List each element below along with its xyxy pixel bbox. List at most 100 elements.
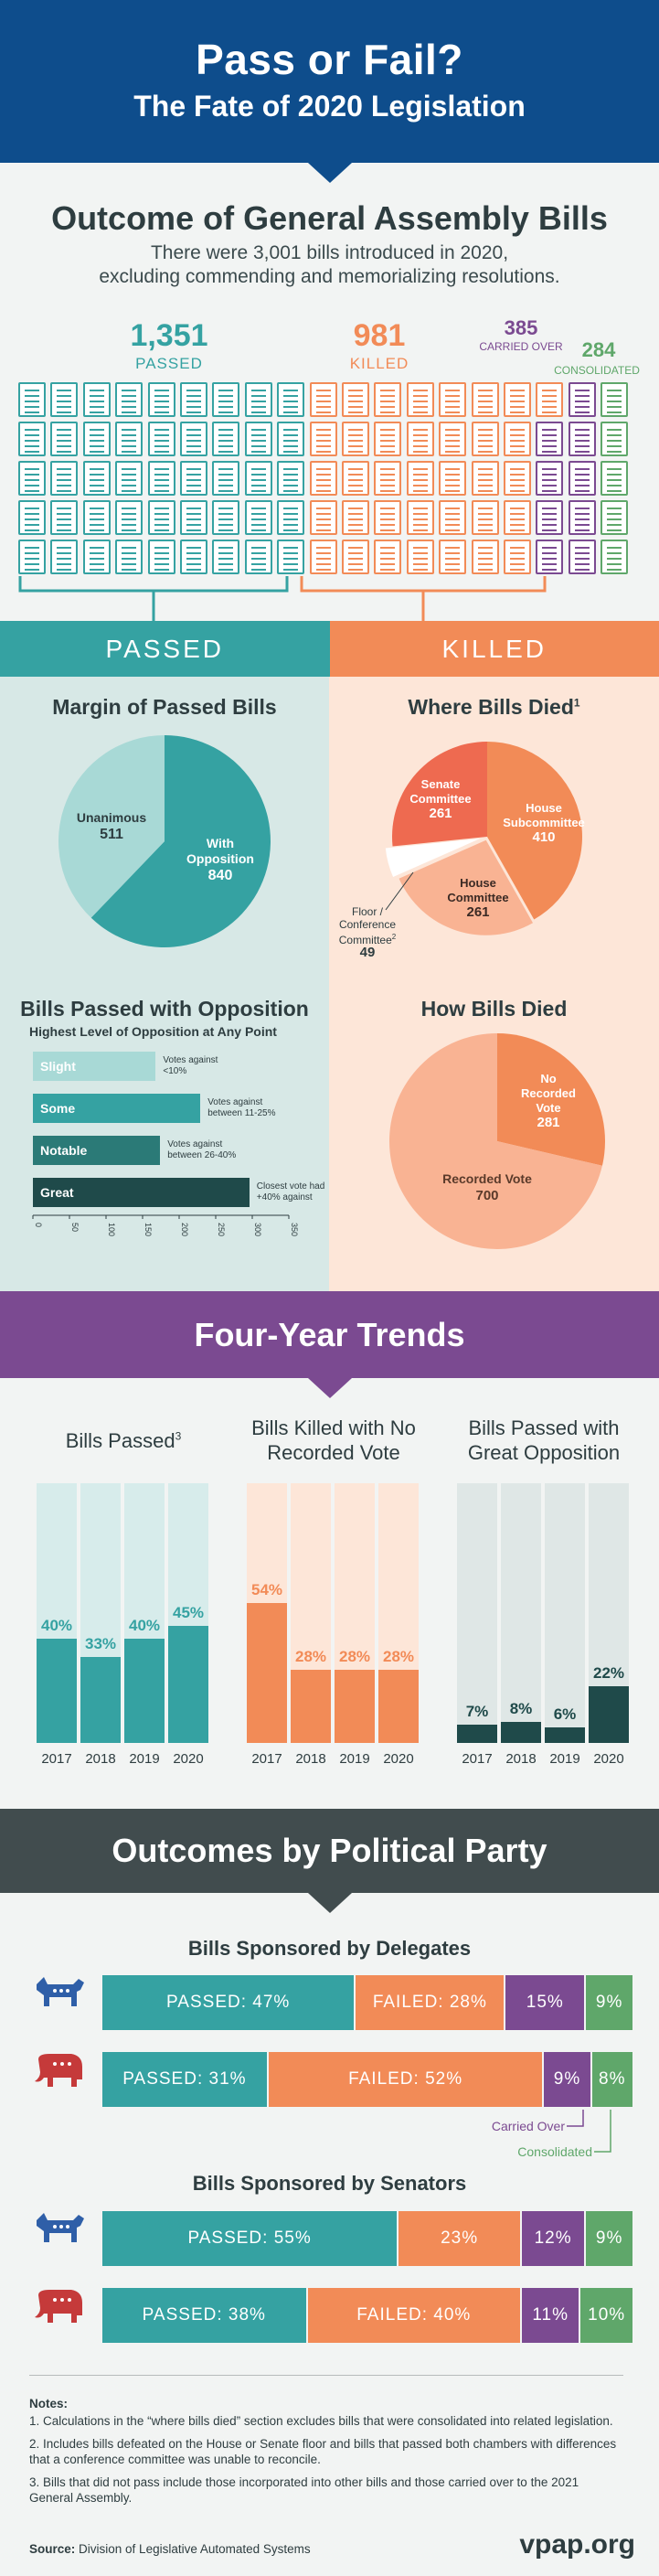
- bill-document-icon: [82, 422, 111, 456]
- trend-great-bar-2017: [457, 1725, 497, 1743]
- page-subtitle: The Fate of 2020 Legislation: [133, 90, 526, 123]
- trend-novote-year-label: 2019: [339, 1751, 370, 1767]
- trend-novote-bar-2017: [247, 1602, 287, 1743]
- bill-document-icon: [277, 500, 305, 535]
- trend-novote-title-l2: Recorded Vote: [267, 1441, 400, 1464]
- trend-passed-column-2017: 40%: [37, 1483, 77, 1743]
- bill-document-icon: [568, 540, 596, 574]
- trend-great-title: Bills Passed with Great Opposition: [439, 1416, 649, 1465]
- died-senate-label: Senate Committee 261: [409, 777, 473, 821]
- margin-unanimous-label: Unanimous: [76, 810, 147, 825]
- passed-bracket: [18, 576, 289, 622]
- bill-document-icon: [471, 382, 499, 417]
- bill-document-icon: [244, 500, 272, 535]
- bill-document-icon: [18, 382, 46, 417]
- bill-document-icon: [244, 540, 272, 574]
- trend-passed-column-2020: 45%: [168, 1483, 208, 1743]
- party-leader-lines: [567, 2110, 611, 2153]
- bill-document-icon: [536, 461, 564, 496]
- bill-document-icon: [309, 500, 337, 535]
- trend-novote-column-2019: 28%: [335, 1483, 375, 1743]
- trend-great-column-2017: 7%: [457, 1483, 497, 1743]
- bill-document-icon: [18, 422, 46, 456]
- passed-count: 1,351: [130, 318, 208, 353]
- header: Pass or Fail? The Fate of 2020 Legislati…: [0, 0, 659, 183]
- party-bar-delegates-democrat: PASSED: 47% FAILED: 28% 15% 9%: [102, 1975, 632, 2030]
- trend-passed-column-2018: 33%: [80, 1483, 121, 1743]
- bill-document-icon: [374, 382, 402, 417]
- margin-opposition-label-1: With: [206, 836, 235, 850]
- trend-passed-value-label: 45%: [172, 1604, 205, 1622]
- died-housecom-l1: House: [460, 876, 496, 890]
- party-bar-senators-democrat: PASSED: 55% 23% 12% 9%: [102, 2211, 632, 2266]
- bill-document-icon: [471, 422, 499, 456]
- how-title: How Bills Died: [420, 997, 568, 1021]
- note-3: 3. Bills that did not pass include those…: [29, 2475, 579, 2505]
- party-segment-consolidated: 9%: [584, 2211, 632, 2266]
- page-title: Pass or Fail?: [196, 36, 463, 83]
- bill-document-icon: [18, 500, 46, 535]
- bill-document-icon: [147, 461, 175, 496]
- trend-novote-bar-2018: [291, 1670, 331, 1743]
- died-title-text: Where Bills Died: [408, 695, 574, 719]
- died-pie-chart: [385, 742, 582, 935]
- opposition-bar-note: Votes against <10%: [163, 1055, 218, 1076]
- opposition-bar-some: Some: [33, 1094, 201, 1123]
- died-senate-l1: Senate: [420, 777, 461, 791]
- trend-great-bar-2019: [545, 1726, 585, 1743]
- opposition-axis-tick-label: 300: [253, 1223, 262, 1236]
- carried-count: 385: [504, 316, 538, 339]
- passed-count-label: PASSED: [135, 355, 203, 372]
- bill-document-icon: [50, 382, 79, 417]
- bill-document-icon: [471, 540, 499, 574]
- how-norec-label: No Recorded Vote 281: [512, 1072, 585, 1130]
- trend-passed-value-label: 33%: [84, 1635, 117, 1653]
- party-segment-carried-over: 12%: [519, 2211, 585, 2266]
- bill-document-icon: [568, 422, 596, 456]
- killed-count: 981: [353, 318, 406, 353]
- note-1: 1. Calculations in the “where bills died…: [29, 2414, 613, 2428]
- died-housesub-l1: House: [526, 801, 562, 815]
- bill-document-icon: [309, 382, 337, 417]
- bill-document-icon: [568, 500, 596, 535]
- bill-document-icon: [601, 500, 629, 535]
- party-segment-passed: PASSED: 55%: [102, 2211, 398, 2266]
- party-segment-passed: PASSED: 31%: [102, 2052, 267, 2107]
- killed-bracket: [300, 576, 547, 622]
- bill-document-icon: [18, 461, 46, 496]
- killed-count-label: KILLED: [349, 355, 409, 372]
- opposition-axis-tick-label: 250: [217, 1223, 226, 1236]
- bill-document-icon: [115, 500, 143, 535]
- bill-document-icon: [504, 540, 531, 574]
- bill-document-icon: [180, 461, 207, 496]
- died-floor-l3: Committee: [338, 934, 392, 946]
- trend-novote-column-2020: 28%: [378, 1483, 419, 1743]
- bill-document-icon: [82, 540, 111, 574]
- opposition-axis-tick-label: 150: [143, 1223, 153, 1236]
- trend-great-year-label: 2019: [549, 1751, 580, 1767]
- brand-link[interactable]: vpap.org: [519, 2529, 635, 2560]
- republican-elephant-icon-senate: [35, 2290, 82, 2323]
- how-norec-l3: Vote: [536, 1101, 561, 1115]
- bill-document-icon: [342, 461, 369, 496]
- bill-document-icon: [374, 500, 402, 535]
- opposition-bar-notable: Notable: [33, 1136, 161, 1165]
- bill-document-icon: [536, 422, 564, 456]
- bill-document-icon: [342, 500, 369, 535]
- margin-opposition-label-2: Opposition: [186, 851, 254, 866]
- bill-document-icon: [309, 540, 337, 574]
- trend-passed-title: Bills Passed3: [18, 1429, 229, 1453]
- died-housesub-value: 410: [532, 829, 556, 845]
- bill-document-icon: [277, 382, 305, 417]
- trend-great-year-label: 2020: [593, 1751, 624, 1767]
- democrat-donkey-icon: [37, 1977, 84, 2006]
- margin-unanimous-value: 511: [100, 827, 123, 842]
- trend-passed-year-label: 2019: [129, 1751, 160, 1767]
- pie-slice-no-recorded-vote: [497, 1033, 605, 1166]
- notes-divider: [29, 2375, 623, 2376]
- bill-document-icon: [536, 540, 564, 574]
- trends-title: Four-Year Trends: [194, 1316, 465, 1353]
- trend-great-column-2019: 6%: [545, 1483, 585, 1743]
- trend-passed-bar-2018: [80, 1657, 121, 1743]
